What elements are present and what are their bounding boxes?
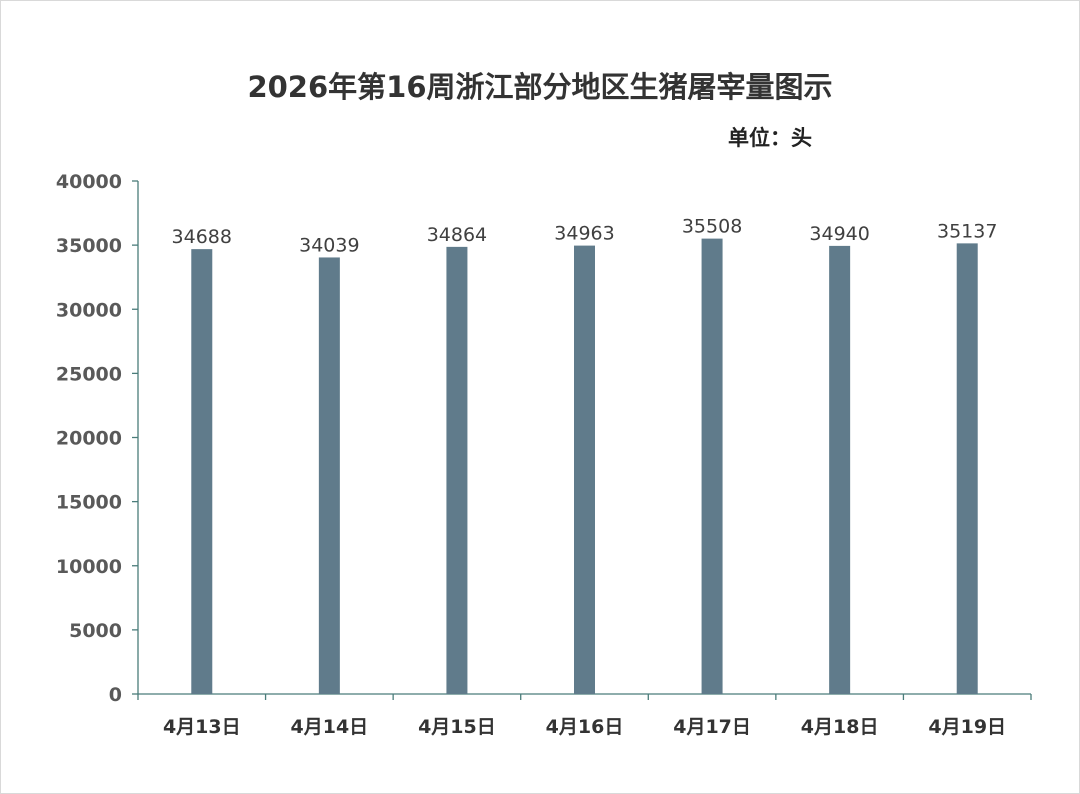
chart-title: 2026年第16周浙江部分地区生猪屠宰量图示 <box>247 70 833 104</box>
data-label: 35508 <box>682 216 742 238</box>
y-tick-label: 30000 <box>56 299 122 321</box>
y-tick-label: 10000 <box>56 556 122 578</box>
data-label: 35137 <box>937 220 997 242</box>
bar <box>829 245 851 694</box>
data-label: 34688 <box>172 226 232 248</box>
bar <box>574 245 595 694</box>
data-label: 34963 <box>554 223 614 245</box>
x-tick-label: 4月14日 <box>291 716 369 738</box>
data-label: 34039 <box>299 234 359 256</box>
bar <box>446 246 468 694</box>
data-label: 34940 <box>809 223 869 245</box>
y-tick-label: 40000 <box>56 171 122 193</box>
bar <box>701 238 723 694</box>
unit-label: 单位：头 <box>728 126 812 150</box>
x-tick-label: 4月18日 <box>801 716 879 738</box>
x-tick-label: 4月13日 <box>163 716 241 738</box>
y-tick-label: 35000 <box>56 235 122 257</box>
x-tick-label: 4月15日 <box>418 716 496 738</box>
y-tick-label: 5000 <box>69 620 122 642</box>
bar <box>956 243 978 694</box>
x-tick-label: 4月16日 <box>546 716 624 738</box>
bar <box>191 249 213 694</box>
x-tick-label: 4月19日 <box>928 716 1006 738</box>
data-label: 34864 <box>427 224 487 246</box>
bar <box>318 257 340 694</box>
y-tick-label: 0 <box>109 684 122 706</box>
y-tick-label: 20000 <box>56 428 122 450</box>
y-tick-label: 25000 <box>56 363 122 385</box>
x-tick-label: 4月17日 <box>673 716 751 738</box>
y-tick-label: 15000 <box>56 492 122 514</box>
